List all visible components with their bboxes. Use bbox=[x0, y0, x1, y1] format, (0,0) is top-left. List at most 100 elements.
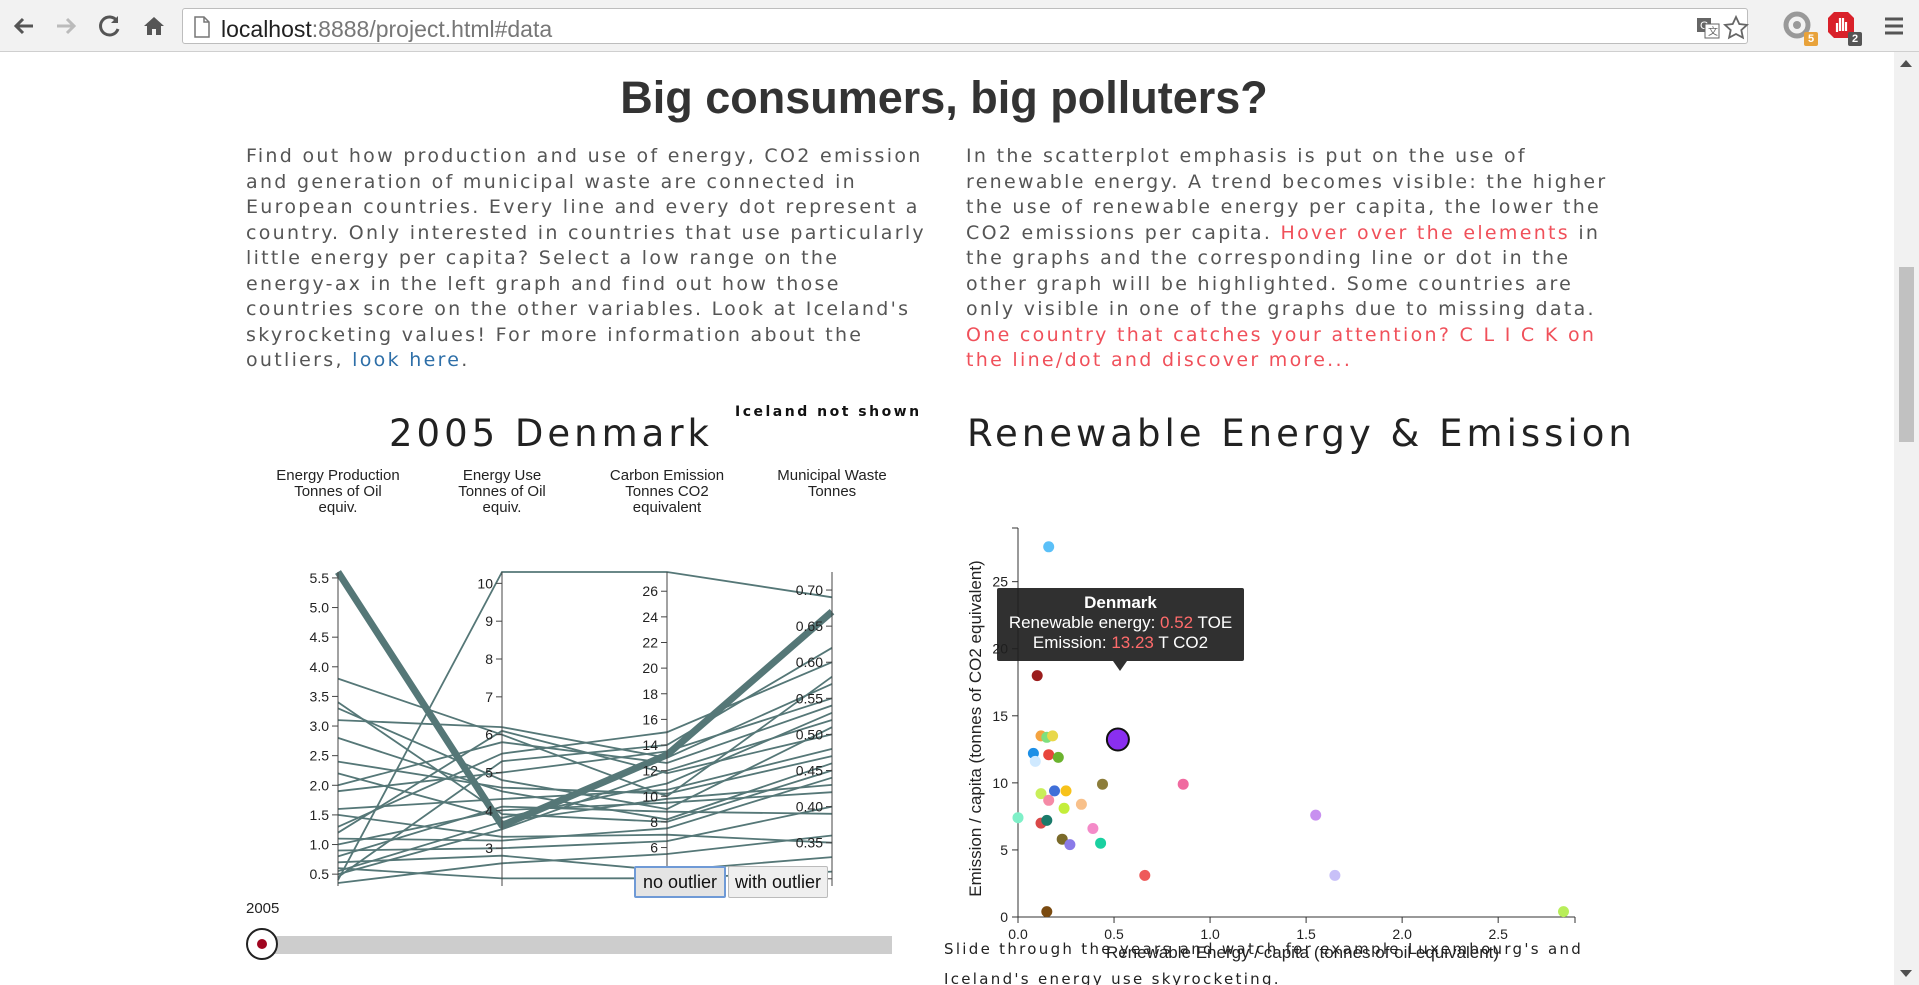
country-dot[interactable] bbox=[1139, 869, 1151, 881]
look-here-link[interactable]: look here bbox=[352, 349, 462, 371]
axis-title-line: equiv. bbox=[483, 499, 522, 516]
extension-1-badge: 5 bbox=[1804, 32, 1818, 46]
country-dot[interactable] bbox=[1097, 778, 1108, 790]
country-dot[interactable] bbox=[1329, 869, 1341, 881]
axis-tick-label: 1.0 bbox=[310, 837, 330, 853]
country-line[interactable] bbox=[337, 776, 833, 842]
tooltip-emission-label: Emission: bbox=[1032, 633, 1107, 652]
axis-tick-label: 3.0 bbox=[310, 718, 330, 734]
parallel-coordinates-chart[interactable]: 0.5 1.0 1.5 2.0 2.5 3.0 3.5 4.0 4.5 5.0 5.5 Energy … bbox=[250, 460, 910, 900]
axis-tick-label: 6 bbox=[485, 727, 493, 743]
axis-tick-label: 0.55 bbox=[796, 690, 823, 706]
x-tick-label: 1.0 bbox=[1200, 926, 1220, 942]
axis-tick-label: 4 bbox=[485, 802, 493, 818]
country-dot[interactable] bbox=[1558, 906, 1569, 918]
tooltip-emission-value: 13.23 bbox=[1111, 633, 1154, 652]
country-dot[interactable] bbox=[1177, 778, 1189, 790]
year-slider-handle[interactable] bbox=[246, 928, 278, 960]
translate-icon[interactable]: G文 bbox=[1695, 15, 1721, 41]
page-content: Big consumers, big polluters? Find out h… bbox=[0, 52, 1894, 985]
country-dot[interactable] bbox=[1052, 751, 1064, 763]
axis-tick-label: 26 bbox=[642, 583, 658, 599]
country-dot[interactable] bbox=[1043, 794, 1055, 806]
country-dot[interactable] bbox=[1075, 798, 1087, 810]
bookmark-star-icon[interactable] bbox=[1723, 15, 1749, 41]
country-line[interactable] bbox=[337, 805, 833, 852]
slider-caption: Slide through the years and watch for ex… bbox=[944, 940, 1584, 985]
intro-right: In the scatterplot emphasis is put on th… bbox=[966, 144, 1626, 374]
country-dot[interactable] bbox=[1064, 839, 1076, 851]
forward-button[interactable] bbox=[50, 10, 82, 42]
axis-title-line: equiv. bbox=[319, 499, 358, 516]
country-line[interactable] bbox=[337, 748, 833, 810]
country-line[interactable] bbox=[337, 784, 833, 873]
adblock-hand-icon bbox=[1828, 12, 1854, 38]
country-line[interactable] bbox=[337, 701, 833, 823]
scroll-up-arrow[interactable] bbox=[1900, 60, 1912, 67]
country-dot[interactable] bbox=[1031, 670, 1043, 682]
no-outlier-button[interactable]: no outlier bbox=[634, 866, 726, 898]
country-dot[interactable] bbox=[1012, 812, 1024, 824]
scroll-down-arrow[interactable] bbox=[1900, 970, 1912, 977]
year-slider-track[interactable] bbox=[262, 936, 892, 954]
country-line[interactable] bbox=[337, 683, 833, 759]
axis-tick-label: 0.45 bbox=[796, 763, 823, 779]
highlighted-country-dot[interactable] bbox=[1105, 727, 1130, 752]
country-dot[interactable] bbox=[1043, 541, 1055, 553]
country-dot[interactable] bbox=[1087, 823, 1099, 834]
y-tick-label: 5 bbox=[1000, 842, 1008, 858]
axis-tick-label: 10 bbox=[477, 575, 493, 591]
country-line[interactable] bbox=[337, 571, 833, 881]
axis-tick-label: 6 bbox=[650, 840, 658, 856]
country-line[interactable] bbox=[337, 719, 833, 876]
country-dot[interactable] bbox=[1058, 802, 1070, 814]
y-tick-label: 15 bbox=[992, 708, 1008, 724]
back-button[interactable] bbox=[8, 10, 40, 42]
country-dot[interactable] bbox=[1041, 906, 1053, 918]
axis-tick-label: 2.0 bbox=[310, 777, 330, 793]
axis-tick-label: 3 bbox=[485, 840, 493, 856]
extension-1-button[interactable]: 5 bbox=[1782, 10, 1818, 46]
country-dot[interactable] bbox=[1035, 788, 1047, 800]
menu-button[interactable] bbox=[1878, 10, 1910, 42]
country-line[interactable] bbox=[337, 704, 833, 787]
tooltip-renewable-unit: TOE bbox=[1197, 613, 1233, 632]
country-dot[interactable] bbox=[1041, 814, 1053, 826]
country-dot[interactable] bbox=[1043, 749, 1055, 761]
extension-2-badge: 2 bbox=[1848, 32, 1862, 46]
axis-tick-label: 20 bbox=[642, 660, 658, 676]
axis-tick-label: 14 bbox=[642, 737, 658, 753]
iceland-note: Iceland not shown bbox=[735, 404, 922, 420]
axis-title-line: Tonnes of Oil bbox=[294, 483, 382, 500]
page-scrollbar[interactable] bbox=[1894, 52, 1919, 985]
reload-button[interactable] bbox=[94, 10, 126, 42]
intro-left-text: Find out how production and use of energ… bbox=[246, 145, 926, 371]
country-line[interactable] bbox=[337, 675, 833, 798]
back-arrow-icon bbox=[13, 17, 33, 35]
country-line[interactable] bbox=[337, 791, 833, 846]
country-line[interactable] bbox=[337, 805, 833, 858]
highlighted-country-line[interactable] bbox=[335, 570, 835, 829]
country-line[interactable] bbox=[337, 854, 833, 872]
extension-2-button[interactable]: 2 bbox=[1826, 10, 1862, 46]
country-dot[interactable] bbox=[1310, 809, 1322, 821]
country-dot[interactable] bbox=[1029, 755, 1041, 767]
country-tooltip: Denmark Renewable energy: 0.52 TOE Emiss… bbox=[997, 588, 1244, 671]
with-outlier-button[interactable]: with outlier bbox=[728, 866, 828, 898]
extension-ring-icon bbox=[1783, 11, 1811, 39]
country-dot[interactable] bbox=[1056, 833, 1068, 845]
url-text: localhost:8888/project.html#data bbox=[221, 16, 553, 42]
intro-right-highlight-2: One country that catches your attention?… bbox=[966, 323, 1597, 372]
country-dot[interactable] bbox=[1049, 785, 1060, 797]
page-title: Big consumers, big polluters? bbox=[620, 72, 1268, 123]
country-line[interactable] bbox=[337, 814, 833, 844]
country-dot[interactable] bbox=[1060, 785, 1072, 797]
country-dot[interactable] bbox=[1095, 837, 1107, 849]
axis-tick-label: 0.60 bbox=[796, 654, 823, 670]
x-tick-label: 0.0 bbox=[1008, 926, 1028, 942]
scroll-thumb[interactable] bbox=[1899, 267, 1914, 442]
home-button[interactable] bbox=[138, 10, 170, 42]
country-dot[interactable] bbox=[1047, 730, 1059, 742]
